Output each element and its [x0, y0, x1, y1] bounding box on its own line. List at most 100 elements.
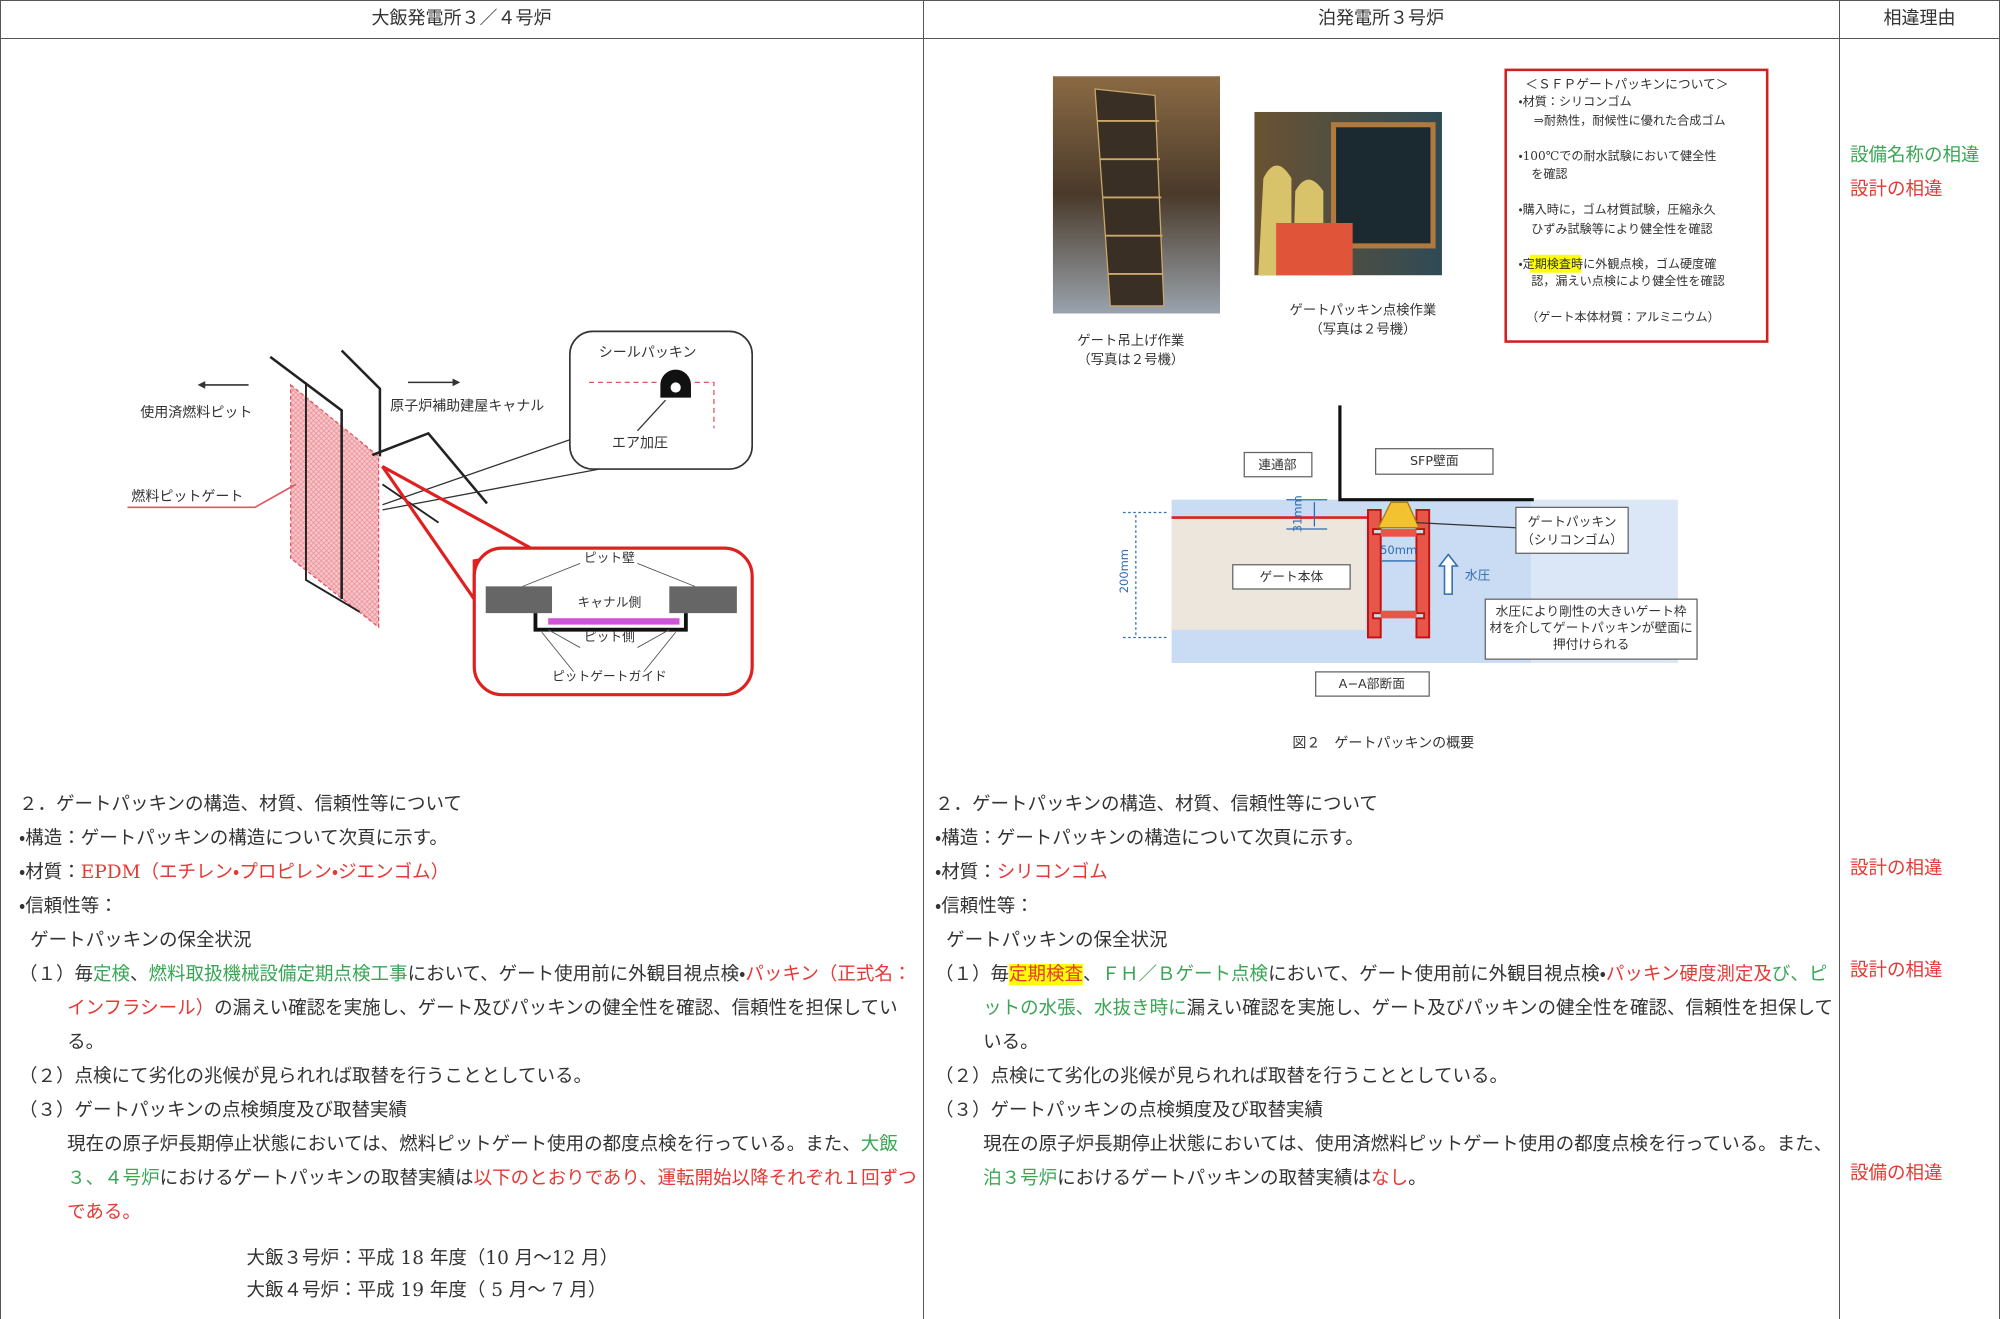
- text-run: におけるゲートパッキンの取替実績は: [1057, 1168, 1372, 1189]
- text-run: 大飯３号炉：平成 18 年度（10 月～12 月）: [246, 1248, 619, 1269]
- column-divider: [1839, 0, 1840, 1319]
- text-run: （１）毎: [935, 964, 1010, 985]
- paragraph: （３）ゲートパッキンの点検頻度及び取替実績: [935, 1094, 1835, 1128]
- box-line: ・100℃での耐水試験において健全性: [1518, 148, 1716, 163]
- column-divider: [923, 0, 924, 1319]
- label: A−A部断面: [1339, 677, 1406, 692]
- text-run: ・材質：: [935, 862, 997, 883]
- text-run: ・信頼性等：: [19, 896, 118, 917]
- label: 原子炉補助建屋キャナル: [390, 399, 544, 415]
- text-run: ・信頼性等：: [935, 896, 1034, 917]
- paragraph: ・信頼性等：: [19, 890, 919, 924]
- label: ピット壁: [584, 551, 635, 566]
- label: ゲートパッキン: [1528, 515, 1617, 530]
- text-run: 燃料取扱機械設備定期点検工事: [148, 964, 408, 985]
- box-line: 認，漏えい点検により健全性を確認: [1531, 273, 1725, 288]
- text-run: EPDM（エチレン・プロピレン・ジエンゴム）: [80, 862, 450, 883]
- text-run: の漏えい確認を実施し、ゲート及びパッキンの健全性を確認、信頼性を担保している。: [67, 998, 898, 1053]
- caption: （写真は２号機）: [1077, 352, 1184, 368]
- label: 燃料ピットゲート: [131, 488, 243, 505]
- paragraph: （３）ゲートパッキンの点検頻度及び取替実績: [19, 1094, 919, 1128]
- header-divider: [0, 38, 2000, 39]
- text-run: （２）点検にて劣化の兆候が見られれば取替を行うこととしている。: [19, 1066, 592, 1087]
- text-run: （３）ゲートパッキンの点検頻度及び取替実績: [935, 1100, 1323, 1121]
- header-cell: 相違理由: [1883, 8, 1956, 29]
- label: 水圧により剛性の大きいゲート枠: [1496, 604, 1687, 619]
- header-cell: 大飯発電所３／４号炉: [371, 8, 552, 29]
- paragraph: ゲートパッキンの保全状況: [19, 924, 919, 958]
- paragraph: 大飯４号炉：平成 19 年度（ 5 月～ 7 月）: [19, 1275, 919, 1307]
- box-line: ・材質：シリコンゴム: [1518, 93, 1631, 108]
- text-run: パッキン（正式名：インフラシール）: [67, 964, 912, 1019]
- border: [0, 0, 1, 1319]
- paragraph: ・信頼性等：: [935, 890, 1835, 924]
- text-run: 泊３号炉: [983, 1168, 1058, 1189]
- label: キャナル側: [578, 595, 642, 610]
- reason: 設備名称の相違: [1850, 145, 1980, 166]
- box-line: を確認: [1531, 166, 1567, 181]
- info-box: [1504, 68, 1769, 343]
- text-run: 大飯３、４号炉: [67, 1134, 898, 1189]
- text-run: び、ピットの水張、水抜き時に: [983, 964, 1828, 1019]
- text-run: ２．ゲートパッキンの構造、材質、信頼性等について: [19, 794, 462, 815]
- dimension: 200mm: [1117, 549, 1131, 593]
- paragraph: ゲートパッキンの保全状況: [935, 924, 1835, 958]
- text-run: ・構造：ゲートパッキンの構造について次頁に示す。: [19, 828, 448, 849]
- text-run: なし: [1371, 1168, 1409, 1189]
- text-run: において、ゲート使用前に外観目視点検・: [1268, 964, 1606, 985]
- reason: 設計の相違: [1850, 179, 1943, 200]
- paragraph: 大飯３号炉：平成 18 年度（10 月～12 月）: [19, 1243, 919, 1275]
- label: 連通部: [1258, 458, 1296, 473]
- paragraph: 現在の原子炉長期停止状態においては、燃料ピットゲート使用の都度点検を行っている。…: [19, 1128, 919, 1230]
- figure-caption: 図２ ゲートパッキンの概要: [1292, 735, 1474, 751]
- label: ゲート本体: [1260, 570, 1324, 585]
- label: ピットゲートガイド: [552, 669, 667, 684]
- label: 使用済燃料ピット: [140, 404, 252, 421]
- label: （シリコンゴム）: [1521, 532, 1623, 548]
- text: 定期検査: [1523, 256, 1571, 270]
- paragraph: ・材質：シリコンゴム: [935, 856, 1835, 890]
- paragraph: （２）点検にて劣化の兆候が見られれば取替を行うこととしている。: [935, 1060, 1835, 1094]
- paragraph: ２．ゲートパッキンの構造、材質、信頼性等について: [19, 788, 919, 822]
- text-run: におけるゲートパッキンの取替実績は: [159, 1168, 474, 1189]
- text-run: （３）ゲートパッキンの点検頻度及び取替実績: [19, 1100, 407, 1121]
- text-run: 。: [1408, 1168, 1427, 1189]
- paragraph: （１）毎定検、燃料取扱機械設備定期点検工事において、ゲート使用前に外観目視点検・…: [19, 958, 919, 1060]
- label: SFP壁面: [1410, 454, 1459, 469]
- text-run: 漏えい確認を実施し、ゲート及びパッキンの健全性を確認、信頼性を担保している。: [983, 998, 1834, 1053]
- text-run: において、ゲート使用前に外観目視点検・: [407, 964, 746, 985]
- label: ピット側: [584, 630, 635, 645]
- text-run: 定期検査: [1009, 964, 1084, 985]
- label: 押付けられる: [1553, 638, 1630, 653]
- label: 材を介してゲートパッキンが壁面に: [1490, 621, 1693, 636]
- paragraph: （２）点検にて劣化の兆候が見られれば取替を行うこととしている。: [19, 1060, 919, 1094]
- caption: ゲート吊上げ作業: [1077, 333, 1184, 349]
- text-run: 定検: [93, 964, 131, 985]
- border: [0, 0, 2000, 1]
- text-run: 現在の原子炉長期停止状態においては、使用済燃料ピットゲート使用の都度点検を行って…: [983, 1134, 1833, 1155]
- text-run: シリコンゴム: [996, 862, 1108, 883]
- text-run: （１）毎: [19, 964, 94, 985]
- box-line: ひずみ試験等により健全性を確認: [1531, 221, 1712, 236]
- text-run: ゲートパッキンの保全状況: [946, 930, 1168, 951]
- caption: （写真は２号機）: [1309, 322, 1416, 338]
- text-run: ＦＨ／Ｂゲート点検: [1101, 964, 1269, 985]
- packing-diagram: ゲート吊上げ作業 （写真は２号機） ゲートパッキン点検作業 （写真は２号機） ＜…: [1052, 68, 1769, 751]
- text-run: ２．ゲートパッキンの構造、材質、信頼性等について: [935, 794, 1378, 815]
- text-run: パッキン硬度測定及: [1605, 964, 1772, 985]
- text-run: 、: [130, 964, 149, 985]
- highlight: [1529, 254, 1581, 273]
- text: ・: [1518, 256, 1522, 270]
- text-run: ・構造：ゲートパッキンの構造について次頁に示す。: [935, 828, 1364, 849]
- label: シールパッキン: [599, 345, 697, 361]
- paragraph: ・材質：EPDM（エチレン・プロピレン・ジエンゴム）: [19, 856, 919, 890]
- paragraph: ・構造：ゲートパッキンの構造について次頁に示す。: [19, 822, 919, 856]
- reason: 設備の相違: [1850, 1163, 1943, 1184]
- label: 水圧: [1465, 569, 1491, 584]
- box-line: ⇒耐熱性，耐候性に優れた合成ゴム: [1534, 112, 1726, 127]
- reason: 設計の相違: [1850, 858, 1943, 879]
- left-text: ２．ゲートパッキンの構造、材質、信頼性等について ・構造：ゲートパッキンの構造に…: [19, 788, 919, 1307]
- paragraph: （１）毎定期検査、ＦＨ／Ｂゲート点検において、ゲート使用前に外観目視点検・パッキ…: [935, 958, 1835, 1060]
- dimension: 31mm: [1290, 495, 1304, 532]
